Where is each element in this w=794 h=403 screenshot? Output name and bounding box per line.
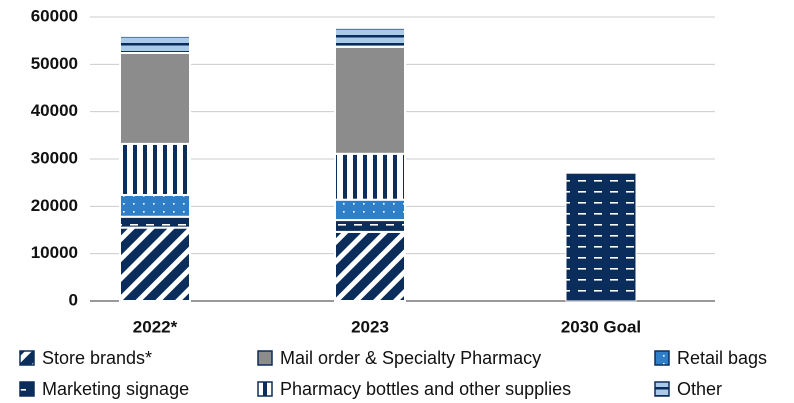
legend-label: Other (677, 379, 722, 399)
bar-segment (334, 198, 406, 222)
y-tick-label: 20000 (31, 196, 78, 215)
legend-label: Pharmacy bottles and other supplies (280, 379, 571, 399)
legend-label: Marketing signage (42, 379, 189, 399)
legend-swatch (19, 381, 35, 397)
legend-label: Mail order & Specialty Pharmacy (280, 348, 541, 368)
legend-swatch (257, 350, 273, 366)
bar-segment (334, 219, 406, 233)
x-tick-label: 2022* (133, 317, 178, 336)
legend-swatch (654, 350, 670, 366)
legend-swatch (654, 381, 670, 397)
y-tick-label: 0 (69, 290, 78, 309)
y-tick-label: 40000 (31, 101, 78, 120)
bar-segment (119, 226, 191, 302)
bar-segment (119, 215, 191, 229)
bar-segment (119, 193, 191, 218)
legend-swatch (257, 381, 273, 397)
legend-label: Retail bags (677, 348, 767, 368)
bar-segment (334, 26, 406, 48)
bar-segment (119, 34, 191, 54)
legend-swatch (19, 350, 35, 366)
bar-segment (334, 230, 406, 302)
bar-segment (119, 51, 191, 145)
y-tick-label: 10000 (31, 243, 78, 262)
goal-bar (565, 172, 637, 302)
x-tick-label: 2023 (351, 317, 389, 336)
legend-label: Store brands* (42, 348, 152, 368)
y-tick-label: 30000 (31, 148, 78, 167)
bar-segment (334, 152, 406, 201)
bar-segment (119, 142, 191, 196)
y-tick-label: 60000 (31, 6, 78, 25)
bar-segment (334, 45, 406, 155)
y-tick-label: 50000 (31, 54, 78, 73)
x-tick-label: 2030 Goal (561, 317, 641, 336)
